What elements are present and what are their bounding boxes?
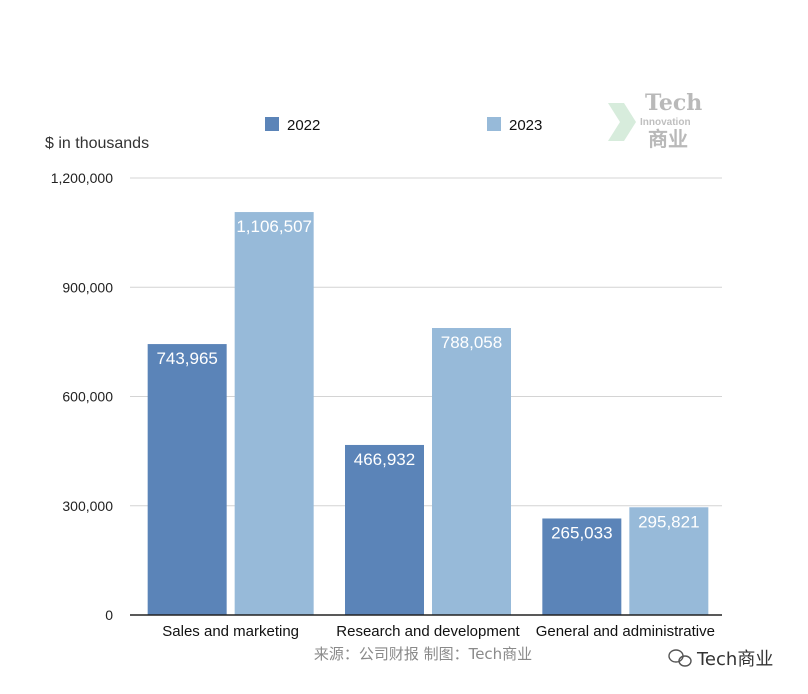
watermark-logo: Tech Innovation 商业 bbox=[608, 90, 702, 151]
bar-2022-0 bbox=[147, 344, 227, 615]
y-tick-label: 1,200,000 bbox=[51, 170, 113, 186]
x-category-label: Research and development bbox=[336, 623, 520, 640]
y-axis-label: $ in thousands bbox=[45, 135, 149, 152]
bar-2023-1 bbox=[432, 328, 511, 615]
x-axis-categories: Sales and marketing Research and developm… bbox=[162, 623, 715, 640]
bar-2023-2 bbox=[629, 507, 709, 615]
legend-swatch-2022 bbox=[265, 117, 279, 131]
data-label: 1,106,507 bbox=[236, 217, 312, 236]
wechat-badge: Tech商业 bbox=[668, 649, 773, 670]
x-category-label: General and administrative bbox=[536, 623, 715, 640]
data-labels: 743,965 1,106,507 466,932 788,058 265,033 295… bbox=[156, 217, 699, 542]
watermark-text-line1: Tech bbox=[645, 90, 702, 116]
data-label: 295,821 bbox=[638, 512, 699, 531]
source-note: 来源：公司财报 制图：Tech商业 bbox=[314, 645, 532, 663]
y-tick-label: 900,000 bbox=[62, 279, 113, 295]
watermark-arrow-icon bbox=[608, 103, 636, 141]
bars bbox=[147, 212, 709, 615]
watermark-text-line3: 商业 bbox=[648, 127, 688, 151]
legend-swatch-2023 bbox=[487, 117, 501, 131]
bar-2022-1 bbox=[345, 444, 424, 615]
y-tick-label: 0 bbox=[105, 607, 113, 623]
gridlines bbox=[130, 177, 722, 507]
y-axis-ticks: 0 300,000 600,000 900,000 1,200,000 bbox=[51, 170, 114, 623]
legend-label: 2023 bbox=[509, 117, 542, 134]
wechat-icon bbox=[668, 649, 692, 667]
data-label: 466,932 bbox=[354, 450, 415, 469]
wechat-label: Tech商业 bbox=[696, 649, 773, 670]
bar-2022-2 bbox=[542, 518, 622, 615]
data-label: 788,058 bbox=[441, 333, 502, 352]
data-label: 743,965 bbox=[156, 349, 217, 368]
legend: 2022 2023 bbox=[265, 117, 542, 134]
watermark-text-line2: Innovation bbox=[640, 117, 691, 128]
data-label: 265,033 bbox=[551, 523, 612, 542]
y-tick-label: 300,000 bbox=[62, 498, 113, 514]
legend-label: 2022 bbox=[287, 117, 320, 134]
bar-2023-0 bbox=[234, 212, 314, 615]
x-category-label: Sales and marketing bbox=[162, 623, 299, 640]
y-tick-label: 600,000 bbox=[62, 389, 113, 405]
